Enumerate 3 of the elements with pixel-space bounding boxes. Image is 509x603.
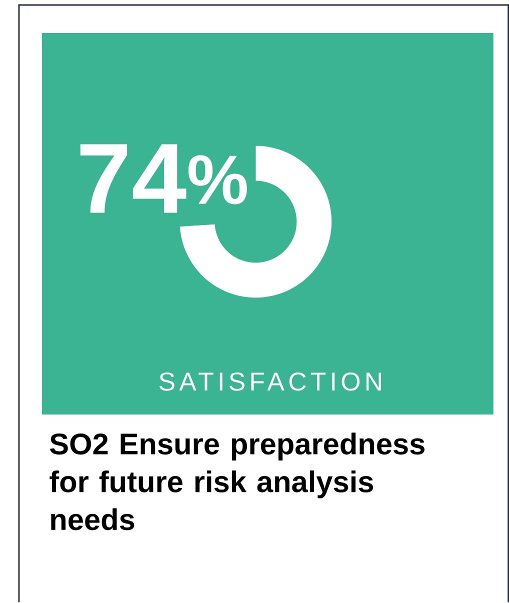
data-label: 74$^{%}$ bbox=[80, 144, 247, 213]
text: SO2 Ensure preparedness for future risk analysis needs bbox=[49, 432, 424, 530]
text: SATISFACTION bbox=[159, 372, 381, 391]
